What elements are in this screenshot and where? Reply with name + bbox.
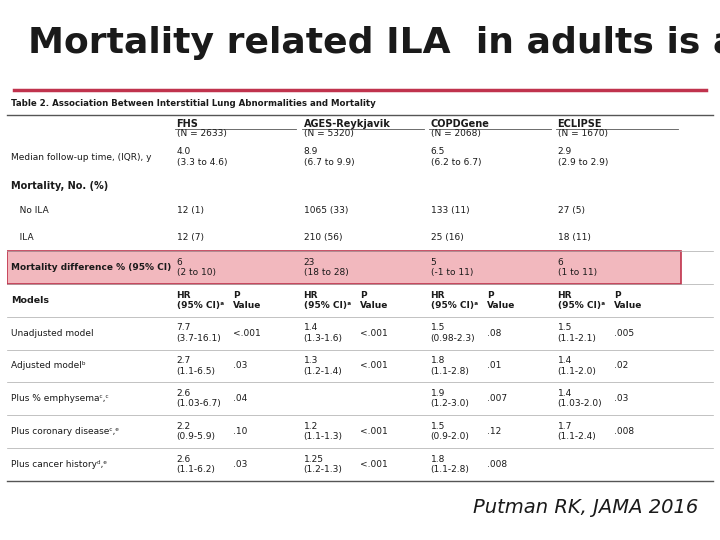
Text: 1.8
(1.1-2.8): 1.8 (1.1-2.8) (431, 455, 469, 474)
Text: 1.25
(1.2-1.3): 1.25 (1.2-1.3) (304, 455, 343, 474)
Text: Unadjusted model: Unadjusted model (11, 328, 94, 338)
Text: 1.3
(1.2-1.4): 1.3 (1.2-1.4) (304, 356, 342, 376)
Text: 2.9
(2.9 to 2.9): 2.9 (2.9 to 2.9) (557, 147, 608, 167)
Text: 1.4
(1.03-2.0): 1.4 (1.03-2.0) (557, 389, 602, 408)
Text: 6
(1 to 11): 6 (1 to 11) (557, 258, 597, 277)
Text: .10: .10 (233, 427, 248, 436)
Text: No ILA: No ILA (11, 206, 48, 215)
Text: 6
(2 to 10): 6 (2 to 10) (176, 258, 215, 277)
Text: COPDGene: COPDGene (431, 119, 490, 129)
Bar (7, 251, 681, 284)
Text: .03: .03 (233, 361, 248, 370)
Text: .08: .08 (487, 328, 501, 338)
Text: Table 2. Association Between Interstitial Lung Abnormalities and Mortality: Table 2. Association Between Interstitia… (11, 99, 375, 108)
Text: ECLIPSE: ECLIPSE (557, 119, 602, 129)
Text: (N = 2068): (N = 2068) (431, 129, 480, 138)
Text: 1.5
(1.1-2.1): 1.5 (1.1-2.1) (557, 323, 596, 343)
Text: FHS: FHS (176, 119, 199, 129)
Text: Mortality, No. (%): Mortality, No. (%) (11, 181, 108, 191)
Text: 12 (7): 12 (7) (176, 233, 204, 242)
Text: .005: .005 (614, 328, 634, 338)
Text: (N = 2633): (N = 2633) (176, 129, 226, 138)
Text: 6.5
(6.2 to 6.7): 6.5 (6.2 to 6.7) (431, 147, 481, 167)
Text: HR
(95% CI)ᵃ: HR (95% CI)ᵃ (176, 291, 224, 310)
Text: 4.0
(3.3 to 4.6): 4.0 (3.3 to 4.6) (176, 147, 227, 167)
Text: ILA: ILA (11, 233, 33, 242)
Text: .008: .008 (614, 427, 634, 436)
Text: .04: .04 (233, 394, 247, 403)
Text: 2.6
(1.1-6.2): 2.6 (1.1-6.2) (176, 455, 215, 474)
Text: (N = 5320): (N = 5320) (304, 129, 354, 138)
Text: P
Value: P Value (487, 291, 516, 310)
Text: 23
(18 to 28): 23 (18 to 28) (304, 258, 348, 277)
Text: 1.5
(0.9-2.0): 1.5 (0.9-2.0) (431, 422, 469, 441)
Text: 1.2
(1.1-1.3): 1.2 (1.1-1.3) (304, 422, 343, 441)
Text: HR
(95% CI)ᵃ: HR (95% CI)ᵃ (304, 291, 351, 310)
Text: 27 (5): 27 (5) (557, 206, 585, 215)
Text: Mortality related ILA  in adults is around 7%: Mortality related ILA in adults is aroun… (28, 26, 720, 60)
Text: 12 (1): 12 (1) (176, 206, 204, 215)
Text: 1.8
(1.1-2.8): 1.8 (1.1-2.8) (431, 356, 469, 376)
Text: .01: .01 (487, 361, 501, 370)
Text: Plus cancer historyᵈ,ᵉ: Plus cancer historyᵈ,ᵉ (11, 460, 107, 469)
Text: HR
(95% CI)ᵃ: HR (95% CI)ᵃ (557, 291, 605, 310)
Text: 133 (11): 133 (11) (431, 206, 469, 215)
Text: 1.4
(1.1-2.0): 1.4 (1.1-2.0) (557, 356, 596, 376)
Text: HR
(95% CI)ᵃ: HR (95% CI)ᵃ (431, 291, 477, 310)
Text: 2.6
(1.03-6.7): 2.6 (1.03-6.7) (176, 389, 221, 408)
Text: .02: .02 (614, 361, 629, 370)
Text: Median follow-up time, (IQR), y: Median follow-up time, (IQR), y (11, 153, 151, 161)
Text: <.001: <.001 (233, 328, 261, 338)
Text: 1.5
(0.98-2.3): 1.5 (0.98-2.3) (431, 323, 475, 343)
Text: P
Value: P Value (614, 291, 642, 310)
Text: <.001: <.001 (360, 361, 388, 370)
Text: Adjusted modelᵇ: Adjusted modelᵇ (11, 361, 86, 370)
Text: 1.9
(1.2-3.0): 1.9 (1.2-3.0) (431, 389, 469, 408)
Text: 1065 (33): 1065 (33) (304, 206, 348, 215)
Text: 2.2
(0.9-5.9): 2.2 (0.9-5.9) (176, 422, 215, 441)
Text: 25 (16): 25 (16) (431, 233, 463, 242)
Text: Plus coronary diseaseᶜ,ᵉ: Plus coronary diseaseᶜ,ᵉ (11, 427, 119, 436)
Text: .008: .008 (487, 460, 507, 469)
Text: 210 (56): 210 (56) (304, 233, 342, 242)
Text: AGES-Reykjavik: AGES-Reykjavik (304, 119, 390, 129)
Text: .03: .03 (233, 460, 248, 469)
Text: 8.9
(6.7 to 9.9): 8.9 (6.7 to 9.9) (304, 147, 354, 167)
Text: <.001: <.001 (360, 427, 388, 436)
Text: 1.7
(1.1-2.4): 1.7 (1.1-2.4) (557, 422, 596, 441)
Text: P
Value: P Value (233, 291, 261, 310)
Text: 2.7
(1.1-6.5): 2.7 (1.1-6.5) (176, 356, 215, 376)
Text: <.001: <.001 (360, 328, 388, 338)
Text: Plus % emphysemaᶜ,ᶜ: Plus % emphysemaᶜ,ᶜ (11, 394, 109, 403)
Text: .007: .007 (487, 394, 507, 403)
Text: Mortality difference % (95% CI): Mortality difference % (95% CI) (11, 263, 171, 272)
Text: .12: .12 (487, 427, 501, 436)
Text: (N = 1670): (N = 1670) (557, 129, 608, 138)
Text: P
Value: P Value (360, 291, 388, 310)
Text: <.001: <.001 (360, 460, 388, 469)
Text: .03: .03 (614, 394, 629, 403)
Text: 5
(-1 to 11): 5 (-1 to 11) (431, 258, 473, 277)
Text: 1.4
(1.3-1.6): 1.4 (1.3-1.6) (304, 323, 343, 343)
Text: 7.7
(3.7-16.1): 7.7 (3.7-16.1) (176, 323, 221, 343)
Text: Models: Models (11, 296, 49, 305)
Text: 18 (11): 18 (11) (557, 233, 590, 242)
Text: Putman RK, JAMA 2016: Putman RK, JAMA 2016 (474, 498, 698, 517)
